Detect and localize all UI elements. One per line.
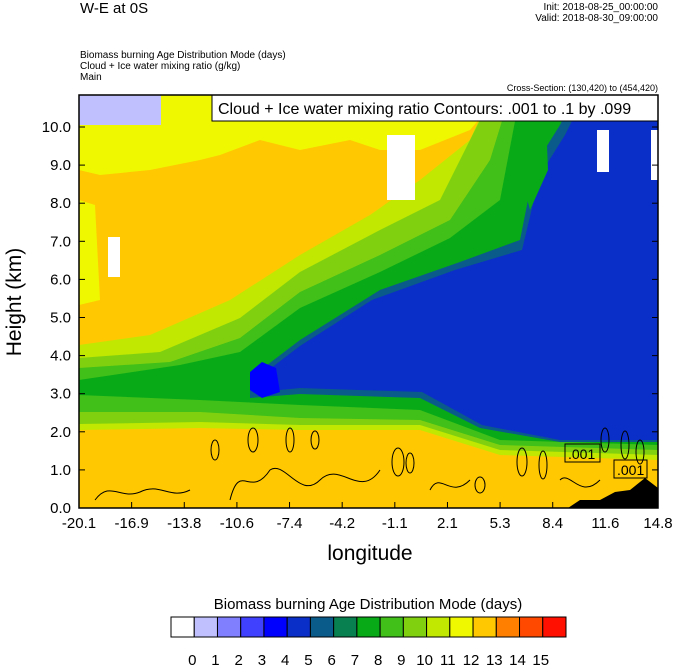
colorbar-swatch [263,616,288,638]
field-blue-dark [258,95,658,440]
y-tick-label: 1.0 [50,462,71,479]
x-tick-label: -13.8 [167,515,201,532]
field-lavender [79,95,161,125]
x-tick-label: 2.1 [437,515,458,532]
x-tick-label: 8.4 [542,515,563,532]
x-tick-label: 11.6 [591,515,619,532]
x-tick-label: -4.2 [329,515,355,532]
colorbar-swatch [379,616,404,638]
plot-title: W-E at 0S [80,0,149,17]
y-tick-label: 9.0 [50,157,71,174]
colorbar-label: 7 [351,652,359,667]
x-tick-label: -1.1 [382,515,408,532]
contour-label-text: .001 [568,446,595,462]
colorbar-label: 13 [486,652,503,667]
age-field: .001 .001 [79,95,658,508]
colorbar-swatch [240,616,265,638]
subtitle-contour: Cloud + Ice water mixing ratio (g/kg) [80,61,241,72]
colorbar-swatch [542,616,567,638]
subtitle-domain: Main [80,72,102,83]
y-tick-label: 3.0 [50,386,71,403]
x-axis: -20.1 -16.9 -13.8 -10.6 -7.4 -4.2 -1.1 2.1 5.3 8.… [62,502,673,532]
colorbar-label: 12 [463,652,480,667]
field-blue-core [250,362,280,398]
colorbar-title: Biomass burning Age Distribution Mode (d… [213,596,523,613]
colorbar-swatch [426,616,451,638]
cross-section-label: Cross-Section: (130,420) to (454,420) [506,83,658,93]
colorbar-swatch [286,616,311,638]
x-tick-label: -16.9 [115,515,149,532]
terrain [568,478,658,508]
colorbar-swatch [356,616,381,638]
colorbar-swatch [449,616,474,638]
contour-label-1: .001 [564,443,601,463]
contour-label-2: .001 [613,459,648,479]
colorbar-label: 1 [211,652,219,667]
field-green-streak [520,95,548,210]
colorbar-label: 0 [188,652,196,667]
cloud-white-3 [597,130,609,172]
colorbar-label: 15 [532,652,549,667]
cloud-white-1 [387,135,415,200]
y-tick-label: 5.0 [50,310,71,327]
x-axis-label: longitude [327,542,413,565]
subtitle-field: Biomass burning Age Distribution Mode (d… [80,50,286,61]
y-tick-label: 4.0 [50,348,71,365]
contour-title: Cloud + Ice water mixing ratio Contours:… [218,101,631,118]
y-tick-label: 6.0 [50,271,71,288]
colorbar-label: 2 [235,652,243,667]
x-tick-label: 5.3 [490,515,511,532]
cloud-white-4 [651,130,658,180]
colorbar-label: 11 [440,652,456,667]
y-tick-label: 10.0 [42,119,71,136]
colorbar-label: 9 [397,652,405,667]
y-axis-label: Height (km) [3,247,26,357]
colorbar-swatch [495,616,521,638]
y-tick-label: 0.0 [50,500,71,517]
x-tick-label: -10.6 [220,515,254,532]
colorbar-swatch [170,616,195,638]
valid-time: Valid: 2018-08-30_09:00:00 [535,13,658,24]
colorbar-label: 6 [327,652,335,667]
colorbar-label: 5 [304,652,312,667]
plot-frame [78,94,659,509]
cloud-white-2 [108,237,120,277]
y-tick-label: 2.0 [50,424,71,441]
colorbar-swatch [333,616,358,638]
colorbar-swatch [309,616,335,638]
colorbar-swatch [193,616,218,638]
y-tick-label: 8.0 [50,195,71,212]
colorbar-swatch [519,616,544,638]
colorbar-label: 10 [416,652,433,667]
y-axis: 0.0 1.0 2.0 3.0 4.0 5.0 6.0 7.0 8.0 9.0 10.0 [42,119,658,517]
cloud-contours [94,427,645,501]
colorbar-label: 4 [281,652,289,667]
colorbar: 0 1 2 3 4 5 6 7 8 9 10 11 12 13 14 15 [170,616,567,667]
colorbar-label: 14 [509,652,526,667]
x-tick-label: 14.8 [643,515,672,532]
init-time: Init: 2018-08-25_00:00:00 [543,2,658,13]
x-tick-label: -7.4 [277,515,303,532]
colorbar-label: 3 [258,652,266,667]
colorbar-swatch [216,616,242,638]
colorbar-swatch [402,616,428,638]
colorbar-label: 8 [374,652,382,667]
y-tick-label: 7.0 [50,233,71,250]
x-tick-label: -20.1 [62,515,96,532]
colorbar-swatch [472,616,497,638]
field-yellow-left [79,200,100,305]
contour-label-text: .001 [617,462,644,478]
